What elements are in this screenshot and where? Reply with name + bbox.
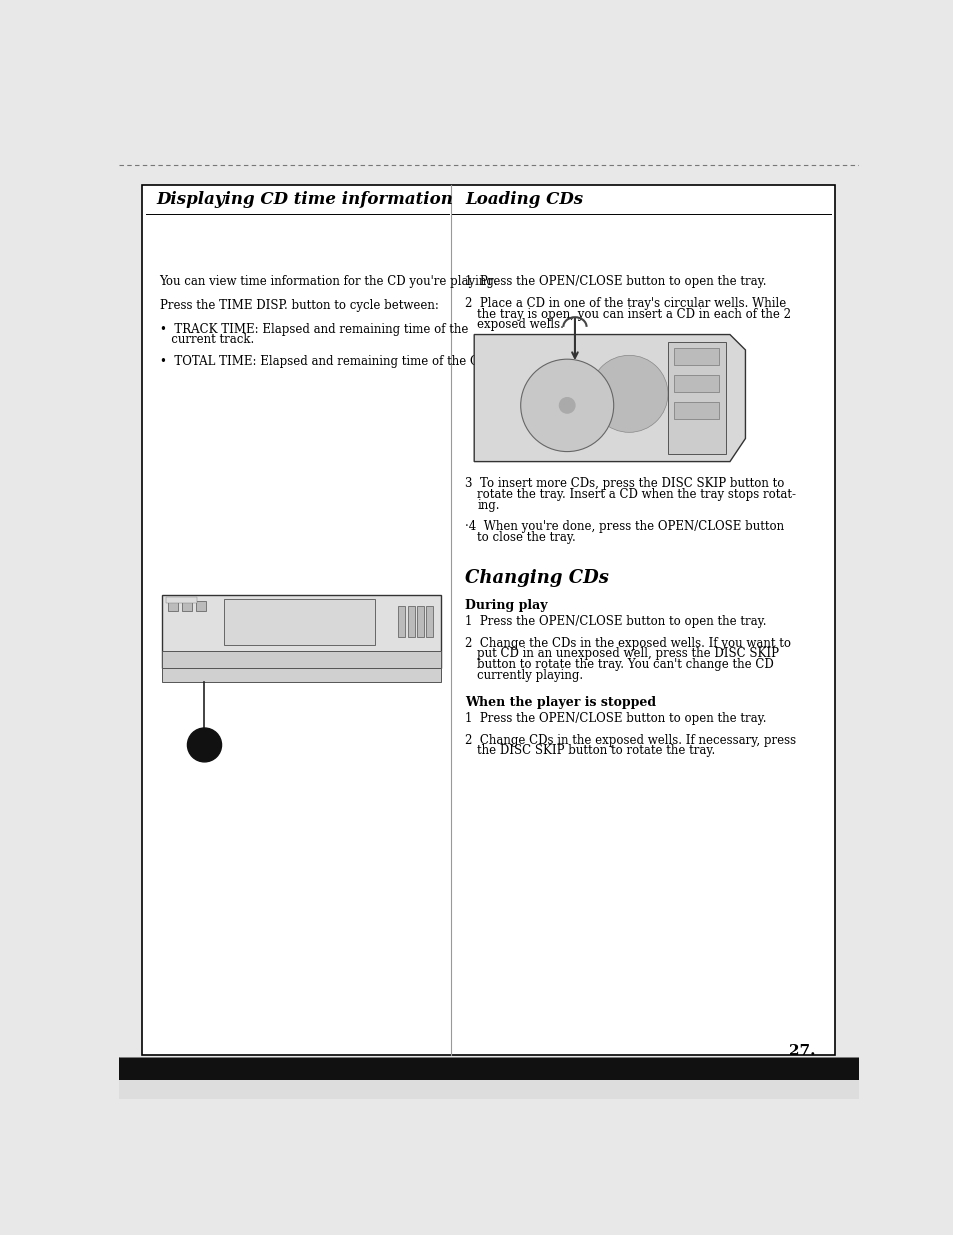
Text: button to rotate the tray. You can't change the CD: button to rotate the tray. You can't cha… [476,658,773,671]
Bar [407,606,415,637]
Text: 2  Change CDs in the exposed wells. If necessary, press: 2 Change CDs in the exposed wells. If ne… [464,734,795,746]
Bar [674,375,719,393]
Text: ing.: ing. [476,499,499,511]
Text: 2  Place a CD in one of the tray's circular wells. While: 2 Place a CD in one of the tray's circul… [464,296,785,310]
Bar [119,1057,858,1079]
Text: exposed wells.: exposed wells. [476,319,563,331]
Polygon shape [474,335,744,462]
Bar [162,651,440,668]
Bar [397,606,405,637]
Bar [195,601,206,611]
Text: You can view time information for the CD you're playing.: You can view time information for the CD… [159,275,497,288]
Text: 1  Press the OPEN/CLOSE button to open the tray.: 1 Press the OPEN/CLOSE button to open th… [464,713,765,725]
Bar [667,342,725,454]
Bar [224,599,375,645]
Circle shape [558,398,575,412]
Text: 3  To insert more CDs, press the DISC SKIP button to: 3 To insert more CDs, press the DISC SKI… [464,477,783,490]
Text: Loading CDs: Loading CDs [464,191,582,209]
Text: When the player is stopped: When the player is stopped [464,695,656,709]
Bar [168,601,178,611]
Text: the tray is open, you can insert a CD in each of the 2: the tray is open, you can insert a CD in… [476,308,790,321]
Text: rotate the tray. Insert a CD when the tray stops rotat-: rotate the tray. Insert a CD when the tr… [476,488,796,500]
Text: Displaying CD time information: Displaying CD time information [156,191,453,209]
Bar [416,606,423,637]
Text: currently playing.: currently playing. [476,669,583,682]
Bar [162,668,440,682]
Bar [119,1079,858,1099]
Text: •  TRACK TIME: Elapsed and remaining time of the: • TRACK TIME: Elapsed and remaining time… [159,322,467,336]
Text: current track.: current track. [159,333,253,347]
Circle shape [187,727,221,762]
Bar [426,606,433,637]
Text: put CD in an unexposed well, press the DISC SKIP: put CD in an unexposed well, press the D… [476,647,779,661]
Text: Changing CDs: Changing CDs [464,568,608,587]
Text: 1  Press the OPEN/CLOSE button to open the tray.: 1 Press the OPEN/CLOSE button to open th… [464,615,765,627]
Text: •  TOTAL TIME: Elapsed and remaining time of the CD.: • TOTAL TIME: Elapsed and remaining time… [159,354,491,368]
Bar [674,348,719,366]
Bar [674,403,719,419]
Text: 1  Press the OPEN/CLOSE button to open the tray.: 1 Press the OPEN/CLOSE button to open th… [464,275,765,288]
Text: the DISC SKIP button to rotate the tray.: the DISC SKIP button to rotate the tray. [476,745,715,757]
Circle shape [590,356,667,432]
Text: Press the TIME DISP. button to cycle between:: Press the TIME DISP. button to cycle bet… [159,299,438,312]
Text: 2  Change the CDs in the exposed wells. If you want to: 2 Change the CDs in the exposed wells. I… [464,636,790,650]
Text: During play: During play [464,599,547,611]
Text: ·4  When you're done, press the OPEN/CLOSE button: ·4 When you're done, press the OPEN/CLOS… [464,520,783,534]
Circle shape [520,359,613,452]
Text: 27.: 27. [789,1044,815,1057]
Bar [162,595,440,668]
Text: to close the tray.: to close the tray. [476,531,576,543]
Bar [166,597,196,603]
Bar [182,601,192,611]
